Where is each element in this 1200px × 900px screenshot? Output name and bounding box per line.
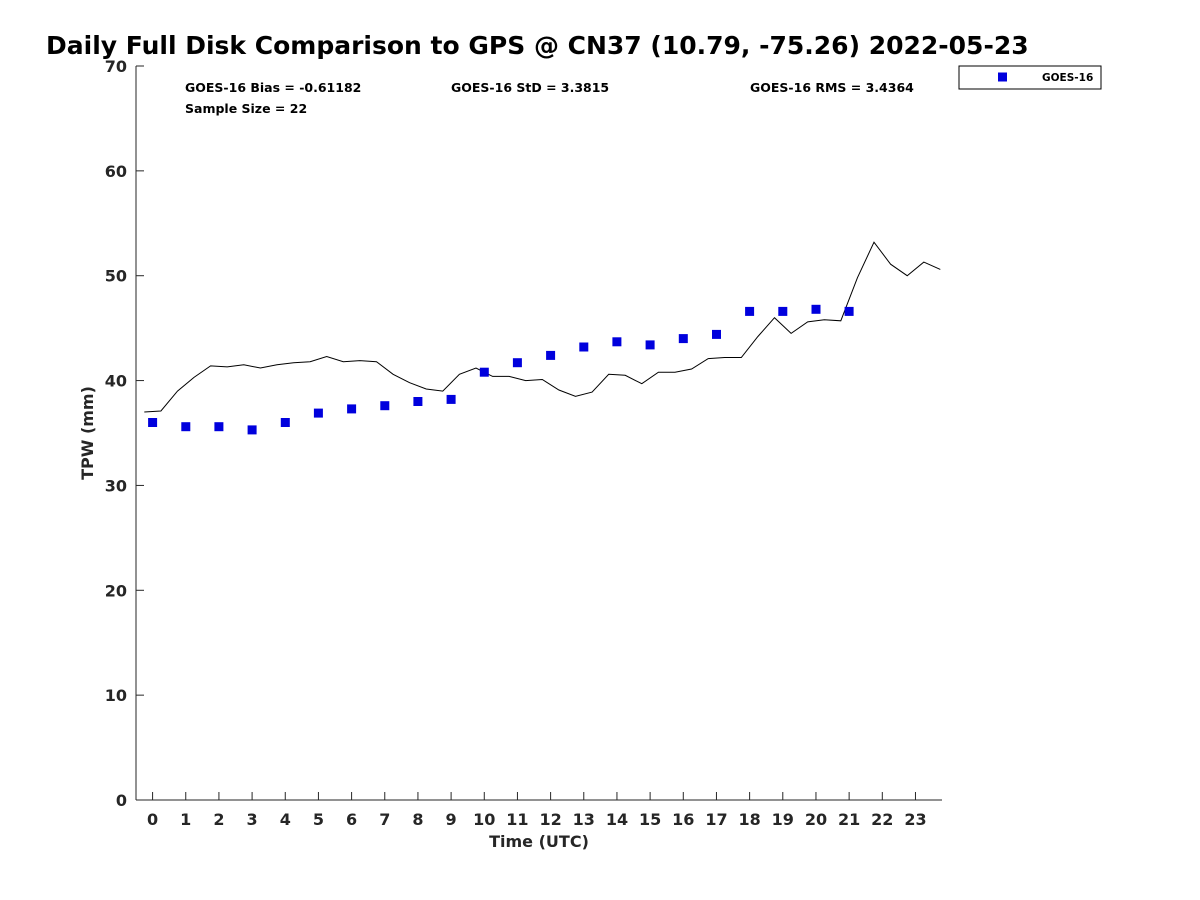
x-tick-label: 22: [871, 810, 893, 829]
y-ticks: 0 10 20 30 40 50 60 70: [105, 57, 144, 810]
x-tick-label: 13: [573, 810, 595, 829]
x-tick-label: 9: [446, 810, 457, 829]
x-tick-label: 15: [639, 810, 661, 829]
y-tick-label: 30: [105, 476, 127, 495]
goes16-point: [313, 408, 323, 418]
gps-tpw-line: [144, 241, 941, 413]
y-tick-label: 40: [105, 372, 127, 391]
goes16-point: [512, 358, 522, 368]
legend-box: [958, 65, 1102, 90]
goes16-point: [612, 337, 622, 347]
std-stat: GOES-16 StD = 3.3815: [451, 80, 609, 95]
goes16-point: [546, 350, 556, 360]
x-tick-label: 14: [606, 810, 628, 829]
goes16-point: [645, 340, 655, 350]
goes16-point: [579, 342, 589, 352]
goes16-point: [280, 418, 290, 427]
x-tick-label: 12: [539, 810, 561, 829]
x-tick-label: 2: [213, 810, 224, 829]
x-tick-label: 3: [247, 810, 258, 829]
goes16-point: [214, 422, 224, 432]
y-tick-label: 20: [105, 581, 127, 600]
axes: [135, 66, 942, 801]
sample-size-stat: Sample Size = 22: [185, 101, 307, 116]
goes16-point: [479, 367, 489, 377]
scatter-series-layer: [148, 304, 854, 435]
x-tick-label: 5: [313, 810, 324, 829]
y-tick-label: 0: [116, 791, 127, 810]
y-tick-label: 60: [105, 162, 127, 181]
goes16-point: [413, 397, 423, 406]
x-tick-label: 16: [672, 810, 694, 829]
x-tick-label: 18: [738, 810, 760, 829]
goes16-point: [678, 334, 688, 344]
line-series-layer: [144, 241, 941, 413]
goes16-point: [347, 404, 357, 414]
x-tick-label: 6: [346, 810, 357, 829]
x-tick-label: 8: [412, 810, 423, 829]
y-axis-label: TPW (mm): [78, 386, 97, 480]
goes16-point: [181, 422, 191, 432]
x-tick-label: 19: [772, 810, 794, 829]
goes16-point: [844, 306, 854, 316]
x-axis-label: Time (UTC): [489, 832, 589, 851]
x-tick-label: 23: [904, 810, 926, 829]
x-tick-label: 0: [147, 810, 158, 829]
x-tick-label: 17: [705, 810, 727, 829]
y-tick-label: 50: [105, 267, 127, 286]
x-tick-label: 7: [379, 810, 390, 829]
goes16-point: [380, 401, 390, 411]
chart-title: Daily Full Disk Comparison to GPS @ CN37…: [46, 31, 1029, 60]
x-tick-label: 21: [838, 810, 860, 829]
x-tick-label: 20: [805, 810, 827, 829]
y-tick-label: 70: [105, 57, 127, 76]
goes16-point: [745, 306, 755, 316]
goes16-point: [148, 418, 158, 427]
x-tick-label: 1: [180, 810, 191, 829]
rms-stat: GOES-16 RMS = 3.4364: [750, 80, 914, 95]
x-ticks: 0 1 2 3 4 5 6 7 8 9 10 11 12 13 14 15 16 17 18 19 20 21 22 23: [147, 792, 927, 829]
plot-area: [136, 66, 942, 800]
goes16-point: [247, 425, 257, 435]
goes16-point: [778, 306, 788, 316]
legend: GOES-16: [958, 65, 1102, 90]
goes16-point: [811, 304, 821, 314]
goes16-point: [446, 394, 456, 404]
legend-label: GOES-16: [1042, 72, 1093, 84]
goes16-point: [712, 329, 721, 339]
x-tick-label: 11: [506, 810, 528, 829]
legend-marker-square: [998, 72, 1007, 82]
y-tick-label: 10: [105, 686, 127, 705]
x-tick-label: 10: [473, 810, 495, 829]
bias-stat: GOES-16 Bias = -0.61182: [185, 80, 361, 95]
x-tick-label: 4: [280, 810, 291, 829]
